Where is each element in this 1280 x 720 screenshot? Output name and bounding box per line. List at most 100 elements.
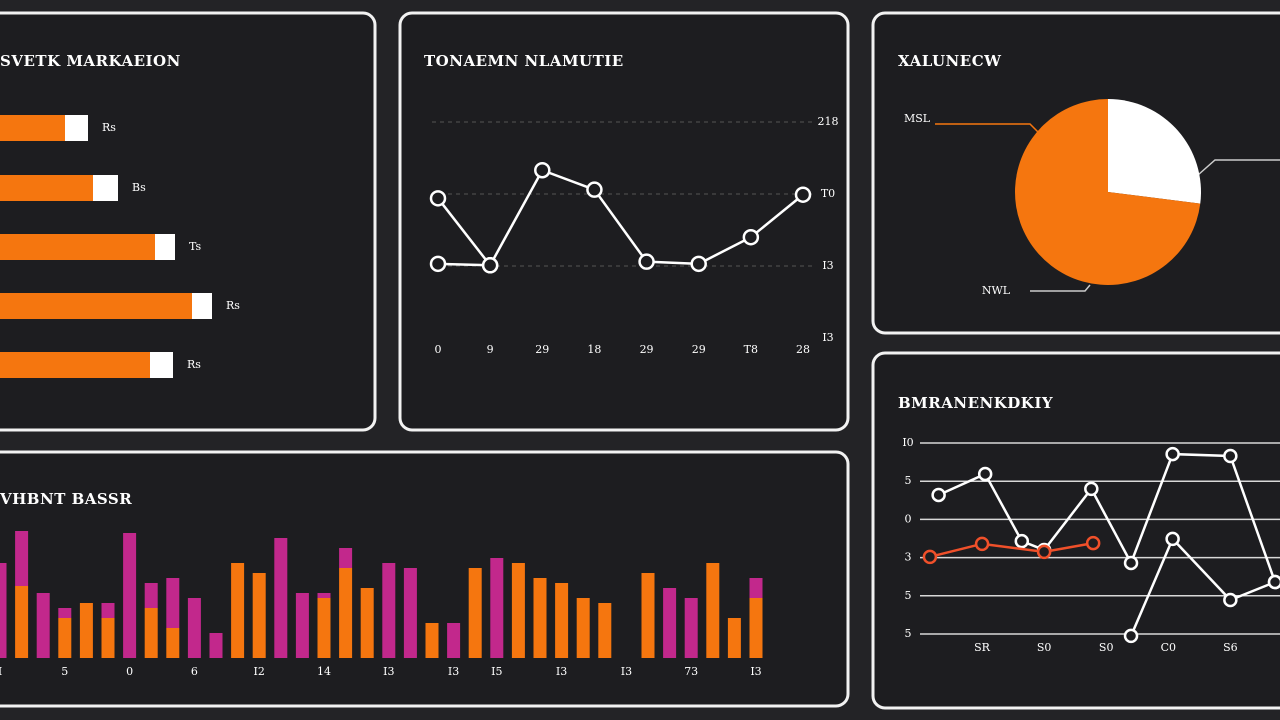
x-tick-label: S0: [1099, 641, 1114, 654]
leader-line: [1030, 284, 1091, 292]
y-tick-label: 5: [905, 589, 912, 602]
bar-label: Rs: [226, 299, 240, 312]
x-tick-label: SR: [974, 641, 991, 654]
bar: [187, 598, 201, 658]
x-tick-label: I3: [750, 665, 761, 678]
bar: [317, 593, 331, 598]
point: [1165, 531, 1180, 547]
point: [1085, 535, 1101, 551]
bar: [706, 563, 720, 658]
panel: [0, 11, 377, 432]
bar: [490, 558, 504, 658]
y-tick-label: 218: [818, 115, 839, 128]
bar: [0, 234, 155, 260]
pie-slice: [1108, 99, 1201, 204]
bar: [166, 578, 180, 628]
panel: [871, 351, 1280, 710]
point: [1036, 544, 1052, 560]
point: [481, 257, 499, 274]
point: [1014, 533, 1030, 549]
bar: [339, 548, 353, 568]
bar: [252, 573, 266, 658]
bar: [339, 568, 353, 658]
x-tick-label: 73: [684, 665, 698, 678]
point: [638, 253, 655, 270]
bar: [209, 633, 223, 658]
bar: [295, 593, 309, 658]
bar: [468, 568, 482, 658]
x-tick-label: I: [0, 665, 2, 678]
chart-title: TONAEMN NLAMUTIE: [424, 52, 624, 70]
x-tick-label: I5: [491, 665, 502, 678]
bar: [101, 618, 115, 658]
bar: [749, 578, 763, 598]
bar: [555, 583, 569, 658]
x-tick-label: 28: [796, 343, 810, 356]
bar: [317, 598, 331, 658]
point: [974, 536, 990, 552]
bar: [93, 175, 118, 201]
x-tick-label: 29: [640, 343, 654, 356]
bar: [36, 593, 50, 658]
y-tick-label: 3: [905, 551, 912, 564]
line: [929, 541, 1094, 559]
bar: [144, 583, 158, 608]
bar: [447, 623, 461, 658]
x-tick-label: 0: [435, 343, 442, 356]
bar: [150, 352, 173, 378]
y-tick-label: T0: [821, 187, 835, 200]
point: [690, 255, 707, 273]
bar: [663, 588, 677, 658]
x-tick-label: T8: [744, 343, 758, 356]
point: [742, 228, 760, 246]
bar: [727, 618, 741, 658]
point: [429, 255, 447, 273]
panel: [398, 11, 850, 432]
x-tick-label: I3: [448, 665, 459, 678]
y-tick-label: 5: [905, 627, 912, 640]
point: [534, 161, 551, 179]
x-tick-label: S6: [1223, 641, 1238, 654]
bar: [79, 603, 93, 658]
x-tick-label: S0: [1037, 641, 1052, 654]
pie-slice: [1015, 99, 1201, 285]
point: [586, 181, 603, 198]
chart-title: BMRANENKDKIY: [898, 394, 1053, 412]
bar: [101, 603, 115, 618]
x-tick-label: I3: [556, 665, 567, 678]
bar-label: Ts: [189, 240, 202, 253]
bar: [123, 533, 137, 658]
bar-label: Rs: [102, 121, 116, 134]
bar: [403, 568, 417, 658]
x-tick-label: C0: [1161, 641, 1176, 654]
point: [977, 466, 993, 482]
bar: [274, 538, 288, 658]
bar-label: Bs: [132, 181, 146, 194]
bar: [684, 598, 698, 658]
y-tick-label: I0: [902, 436, 913, 449]
x-tick-label: I3: [621, 665, 632, 678]
point: [1267, 574, 1280, 590]
x-tick-label: I2: [254, 665, 265, 678]
bar: [0, 175, 93, 201]
bar: [58, 608, 72, 618]
point: [429, 190, 447, 207]
point: [922, 549, 938, 565]
y-tick-label: 5: [905, 474, 912, 487]
bar: [15, 531, 29, 586]
x-tick-label: I3: [383, 665, 394, 678]
x-tick-label: 29: [692, 343, 706, 356]
bar: [425, 623, 439, 658]
y-tick-label: 0: [905, 512, 912, 525]
chart-title: XALUNECW: [898, 52, 1002, 70]
bar: [576, 598, 590, 658]
bar: [641, 573, 655, 658]
point: [1123, 555, 1139, 571]
slice-label: MSL: [904, 112, 931, 125]
bar: [0, 115, 65, 141]
point: [931, 487, 946, 503]
bar: [598, 603, 612, 658]
point: [1165, 446, 1180, 462]
point: [1223, 448, 1238, 464]
